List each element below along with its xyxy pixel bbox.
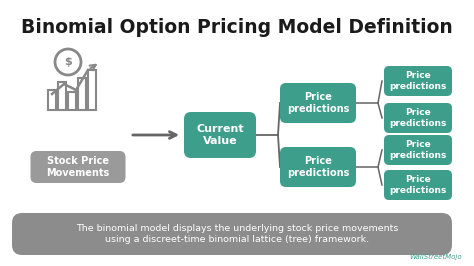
Text: Price
predictions: Price predictions (389, 71, 447, 91)
Text: $: $ (64, 57, 72, 67)
Text: WallStreetMojo: WallStreetMojo (410, 254, 462, 260)
Text: Price
predictions: Price predictions (287, 156, 349, 178)
FancyBboxPatch shape (280, 83, 356, 123)
Text: Price
predictions: Price predictions (389, 140, 447, 160)
Text: Price
predictions: Price predictions (389, 175, 447, 195)
FancyBboxPatch shape (12, 213, 452, 255)
Text: Price
predictions: Price predictions (389, 108, 447, 128)
Text: Current
Value: Current Value (196, 124, 244, 146)
Bar (88, 70, 96, 110)
Text: Price
predictions: Price predictions (287, 92, 349, 114)
Text: Binomial Option Pricing Model Definition: Binomial Option Pricing Model Definition (21, 18, 453, 37)
FancyBboxPatch shape (384, 135, 452, 165)
Bar (48, 90, 56, 110)
Text: The binomial model displays the underlying stock price movements
using a discree: The binomial model displays the underlyi… (76, 224, 398, 244)
FancyBboxPatch shape (30, 151, 126, 183)
FancyBboxPatch shape (384, 103, 452, 133)
Bar (78, 78, 86, 110)
FancyBboxPatch shape (280, 147, 356, 187)
Bar (68, 92, 76, 110)
Bar (58, 82, 66, 110)
FancyBboxPatch shape (384, 66, 452, 96)
FancyBboxPatch shape (384, 170, 452, 200)
Text: Stock Price
Movements: Stock Price Movements (46, 156, 109, 178)
FancyBboxPatch shape (184, 112, 256, 158)
